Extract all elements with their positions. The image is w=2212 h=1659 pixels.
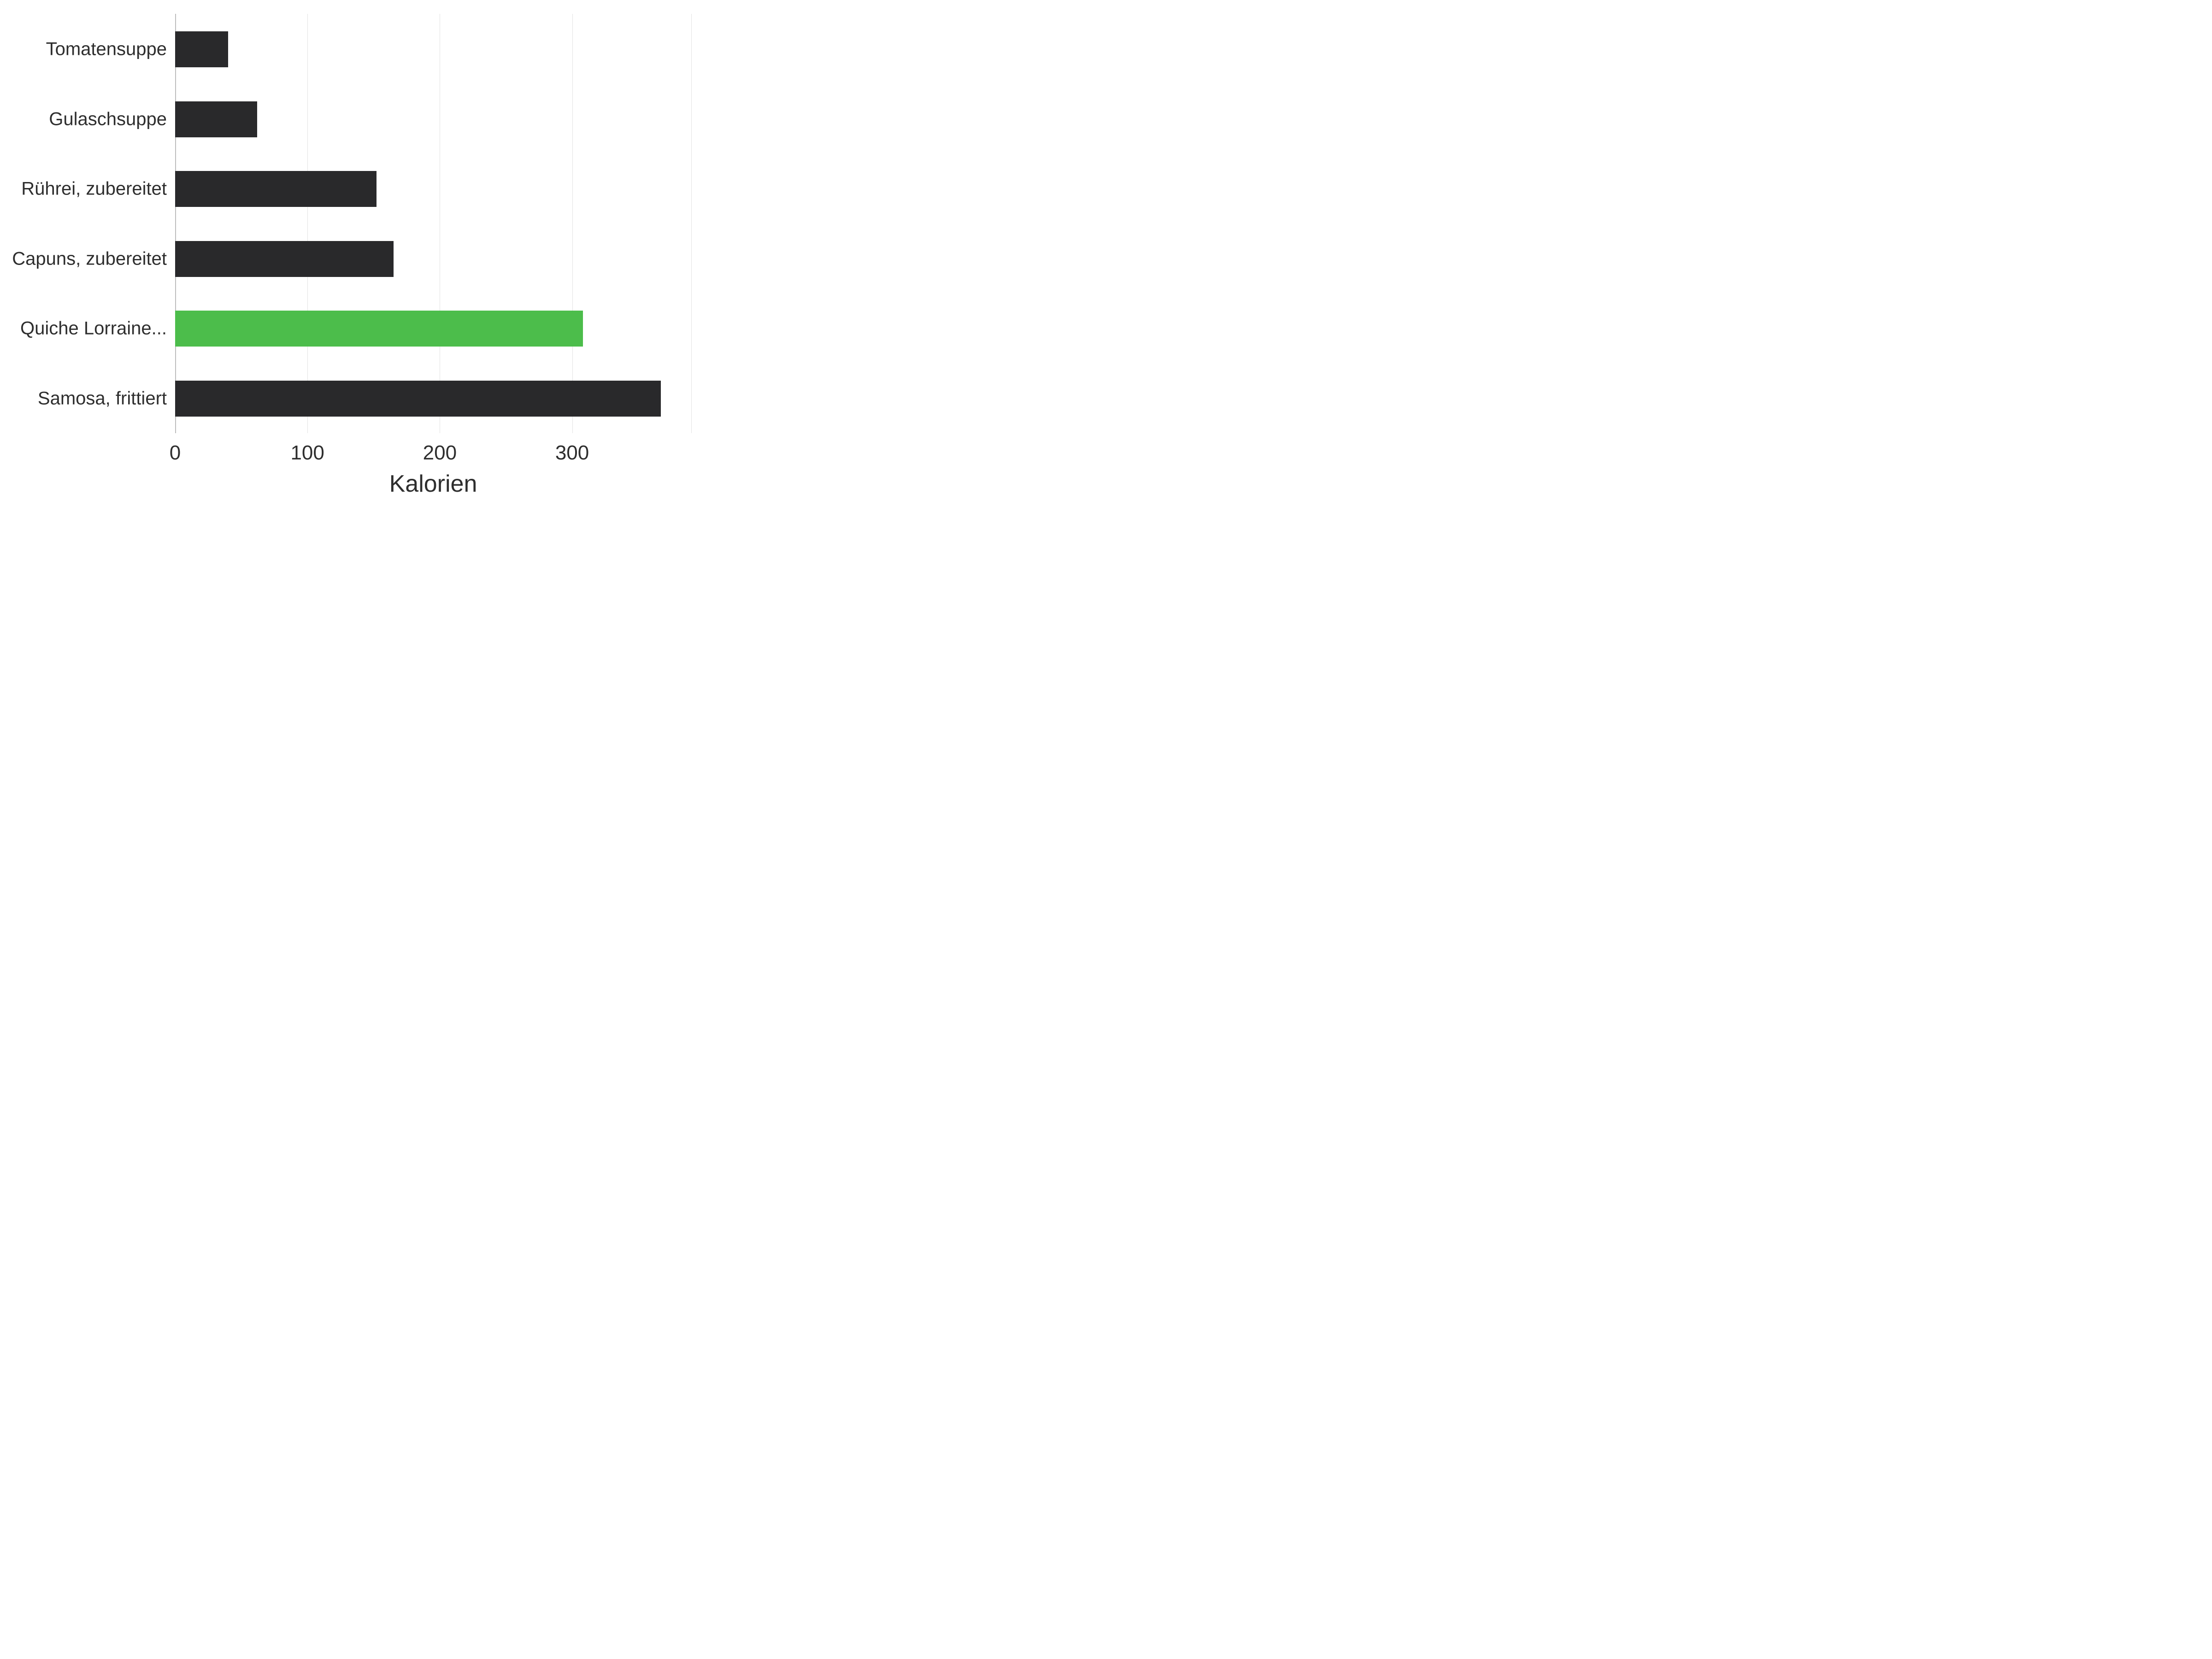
y-axis-label: Rührei, zubereitet bbox=[21, 179, 167, 200]
bar bbox=[175, 381, 661, 417]
gridline bbox=[307, 14, 308, 433]
y-axis-label: Tomatensuppe bbox=[46, 39, 167, 60]
bar bbox=[175, 31, 228, 67]
bar bbox=[175, 311, 583, 347]
x-tick-label: 100 bbox=[290, 441, 324, 465]
bar bbox=[175, 101, 257, 137]
y-axis-label: Quiche Lorraine... bbox=[20, 318, 167, 339]
gridline bbox=[572, 14, 573, 433]
y-axis-label: Gulaschsuppe bbox=[49, 109, 167, 129]
plot-area bbox=[175, 14, 691, 433]
y-axis-label: Capuns, zubereitet bbox=[12, 248, 167, 269]
x-tick-label: 200 bbox=[423, 441, 457, 465]
x-tick-label: 0 bbox=[170, 441, 181, 465]
x-axis-title: Kalorien bbox=[389, 470, 477, 498]
x-tick-label: 300 bbox=[555, 441, 589, 465]
bar bbox=[175, 171, 377, 207]
bar bbox=[175, 241, 394, 277]
y-axis-line bbox=[175, 14, 176, 433]
calories-bar-chart: Tomatensuppe Gulaschsuppe Rührei, zubereit… bbox=[0, 0, 708, 531]
gridline bbox=[691, 14, 692, 433]
y-axis-label: Samosa, frittiert bbox=[38, 388, 167, 409]
